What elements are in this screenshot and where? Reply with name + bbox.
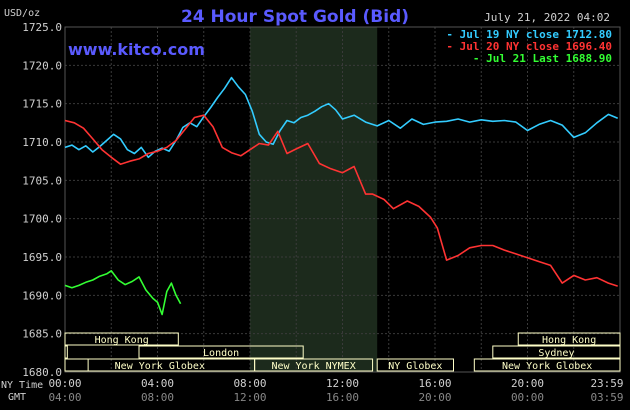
session-box [376, 358, 454, 372]
legend-entry: - Jul 20 NY close 1696.40 [446, 40, 612, 53]
legend-entry: - Jul 21 Last 1688.90 [473, 52, 612, 65]
x-tick-label-ny: 00:00 [48, 377, 81, 390]
y-tick-label: 1710.0 [22, 136, 62, 149]
y-unit-label: USD/oz [4, 8, 40, 19]
y-tick-label: 1695.0 [22, 251, 62, 264]
legend-entry: - Jul 19 NY close 1712.80 [446, 28, 612, 41]
x-tick-label-gmt: 08:00 [141, 391, 174, 404]
x-tick-label-ny: 12:00 [326, 377, 359, 390]
x-tick-label-ny: 23:59 [590, 377, 623, 390]
x-tick-label-gmt: 20:00 [418, 391, 451, 404]
session-label: Hong Kong [95, 335, 149, 346]
x-tick-label-ny: 04:00 [141, 377, 174, 390]
gmt-label: GMT [8, 392, 26, 403]
plot-border [64, 26, 621, 373]
x-tick-label-gmt: 04:00 [48, 391, 81, 404]
watermark: www.kitco.com [68, 40, 205, 59]
session-label: New York Globex [502, 361, 592, 372]
y-tick-label: 1680.0 [22, 366, 62, 379]
x-tick-label-ny: 16:00 [418, 377, 451, 390]
session-label: New York Globex [115, 361, 205, 372]
y-tick-label: 1700.0 [22, 213, 62, 226]
session-box [492, 345, 621, 359]
chart-title: 24 Hour Spot Gold (Bid) [181, 7, 409, 27]
x-tick-label-gmt: 16:00 [326, 391, 359, 404]
session-box [517, 332, 621, 346]
session-label: New York NYMEX [271, 361, 355, 372]
y-tick-label: 1725.0 [22, 21, 62, 34]
y-tick-label: 1720.0 [22, 59, 62, 72]
session-box [138, 345, 304, 359]
y-tick-label: 1715.0 [22, 98, 62, 111]
session-box [64, 332, 179, 346]
x-tick-label-ny: 20:00 [511, 377, 544, 390]
session-label: Sydney [538, 348, 574, 359]
session-box [64, 345, 68, 359]
session-box [254, 358, 374, 372]
shaded-session-region [250, 27, 378, 372]
session-label: Hong Kong [542, 335, 596, 346]
date-label: July 21, 2022 04:02 [484, 11, 610, 24]
series-line-2 [64, 114, 618, 287]
x-tick-label-gmt: 12:00 [233, 391, 266, 404]
x-tick-label-gmt: 03:59 [590, 391, 623, 404]
x-tick-label-ny: 08:00 [233, 377, 266, 390]
series-line-3 [64, 269, 182, 316]
series-line-1 [64, 76, 619, 159]
session-label: London [203, 348, 239, 359]
y-tick-label: 1690.0 [22, 289, 62, 302]
y-tick-label: 1685.0 [22, 328, 62, 341]
session-box [473, 358, 621, 372]
session-label: NY Globex [388, 361, 442, 372]
ny-time-label: NY Time [1, 380, 43, 391]
x-tick-label-gmt: 00:00 [511, 391, 544, 404]
y-tick-label: 1705.0 [22, 174, 62, 187]
